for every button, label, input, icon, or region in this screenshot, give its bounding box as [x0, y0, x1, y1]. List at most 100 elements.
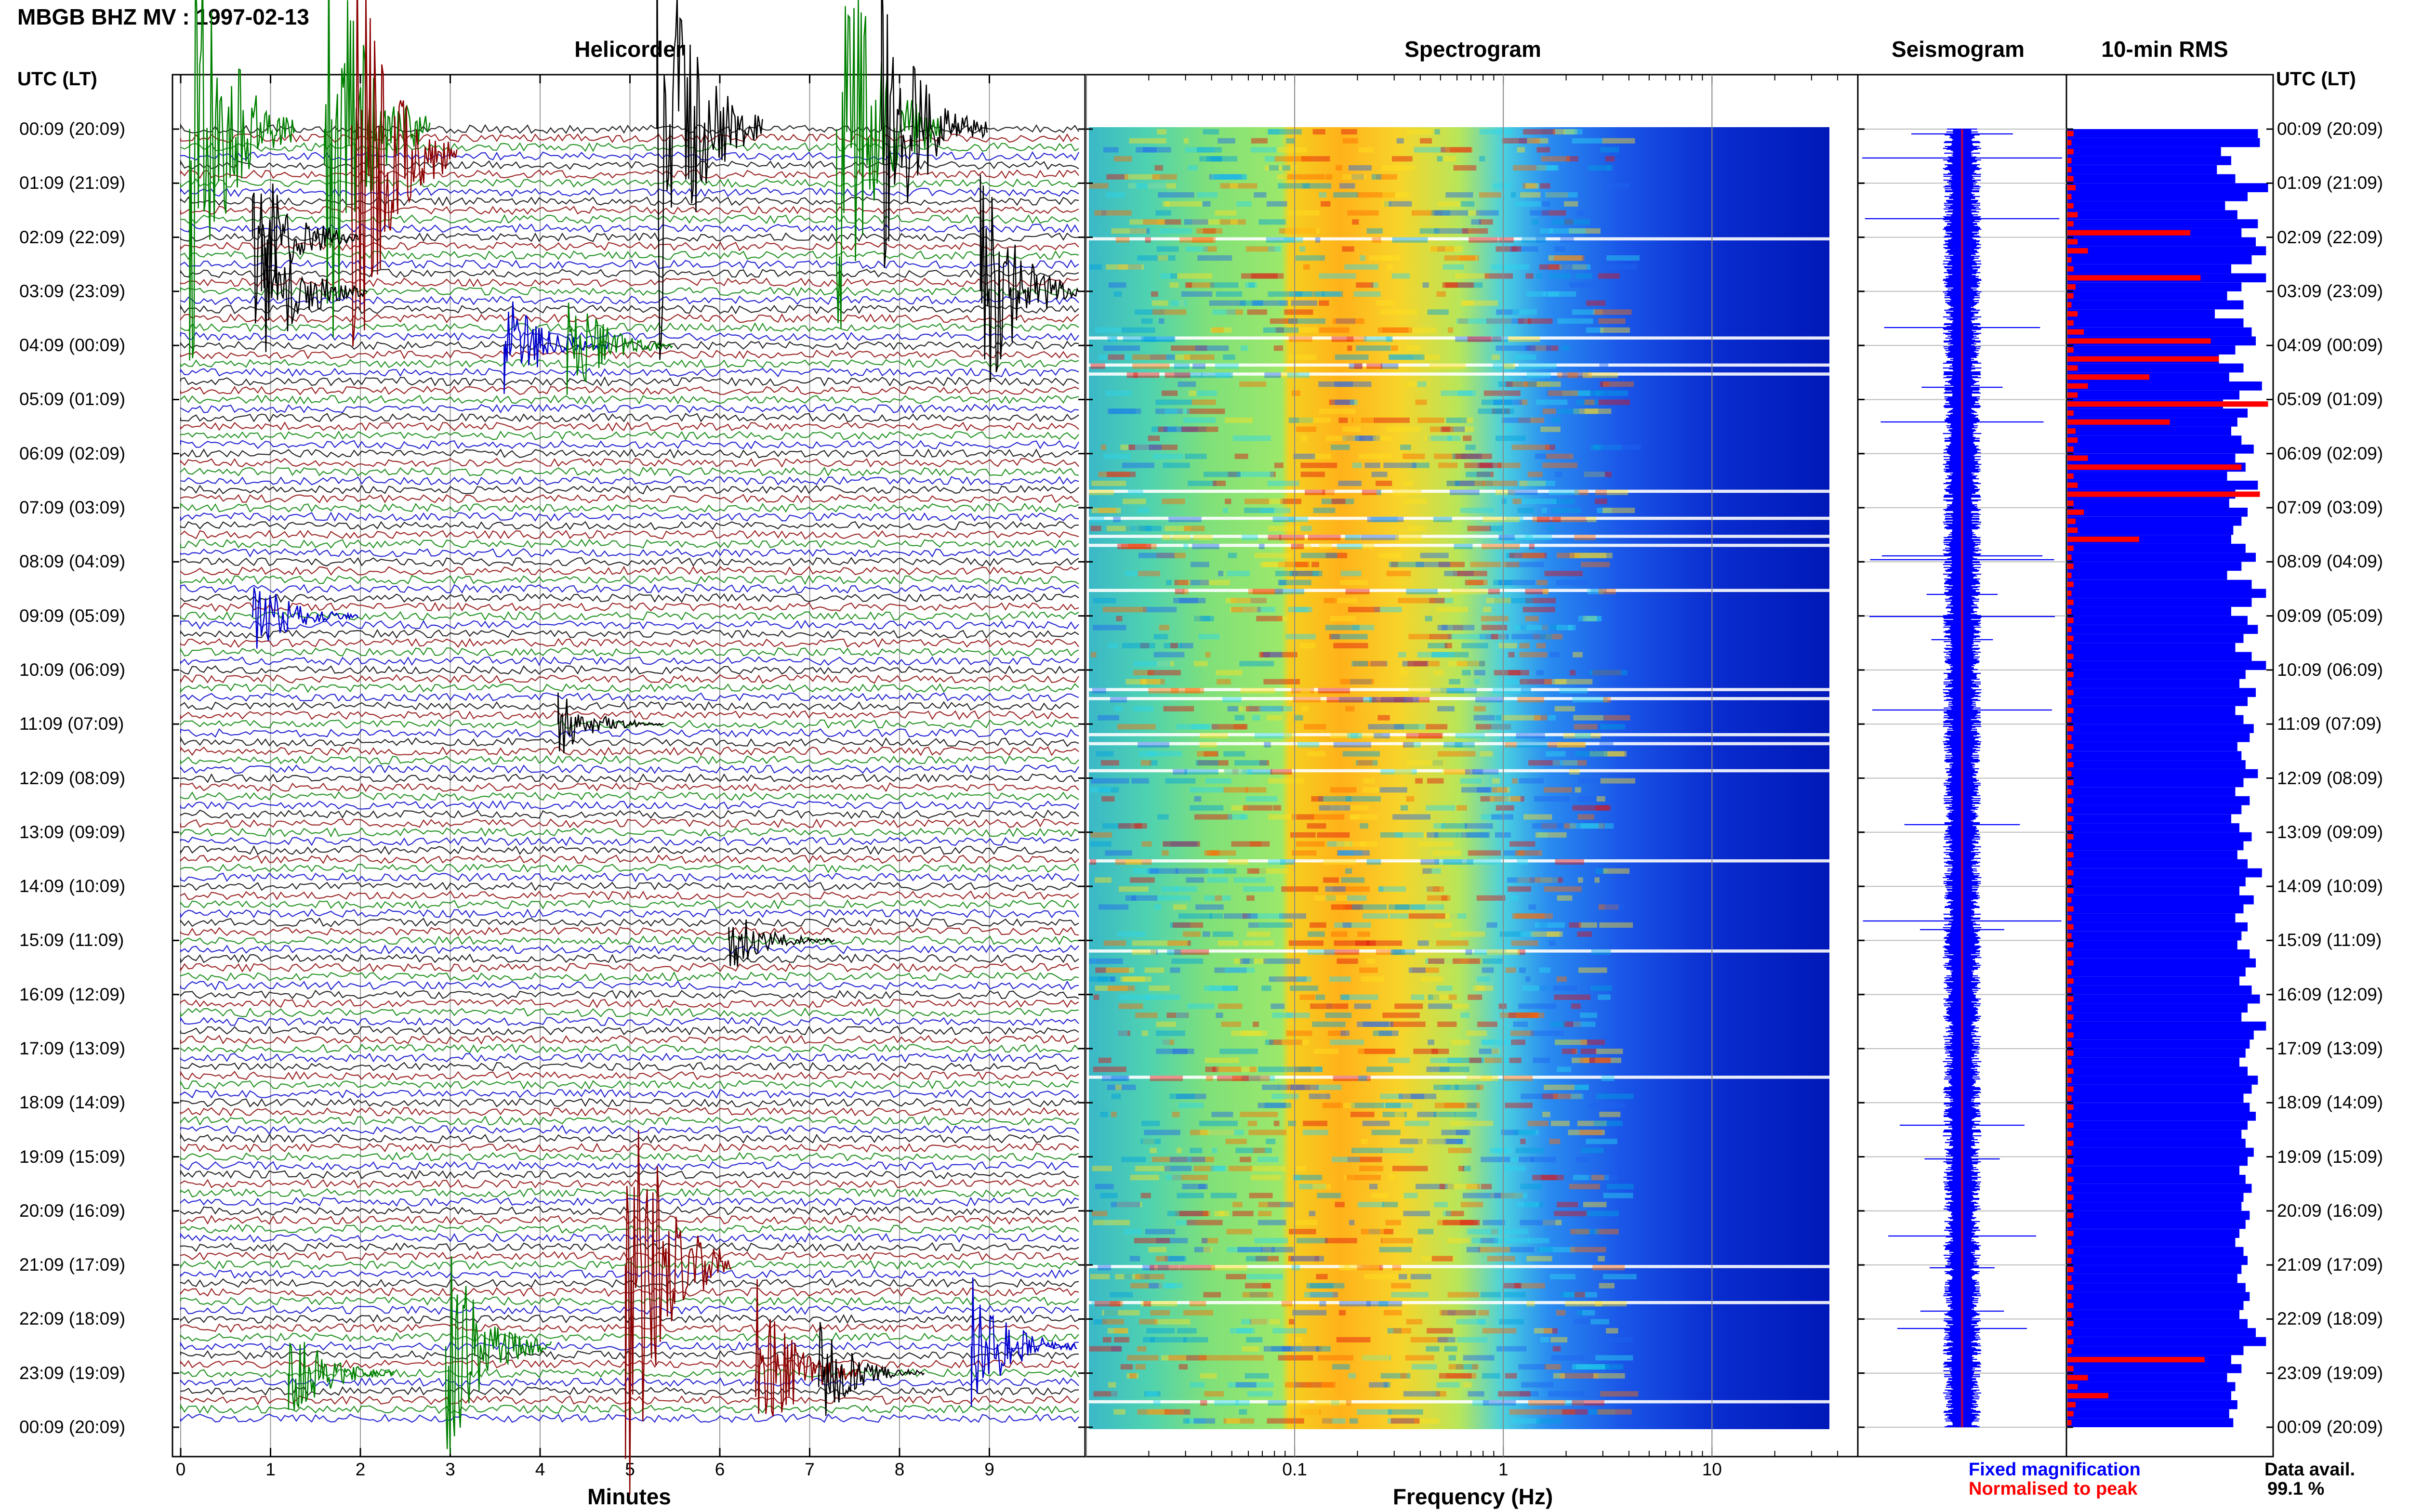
spectrogram-cell [1569, 922, 1581, 928]
rms-blue-bar [2067, 453, 2236, 463]
spectrogram-cell [1516, 1202, 1539, 1208]
spectrogram-cell [1398, 598, 1435, 604]
spectrogram-cell [1494, 1057, 1518, 1063]
spectrogram-cell [1593, 309, 1613, 315]
rms-red-bar [2067, 1266, 2074, 1273]
spectrogram-cell [1092, 1210, 1108, 1216]
rms-red-bar [2067, 347, 2074, 353]
spectrogram-cell [1363, 778, 1376, 784]
spectrogram-cell [1292, 562, 1310, 567]
spectrogram-cell [1309, 1210, 1316, 1216]
spectrogram-cell [1506, 679, 1527, 684]
spectrogram-cell [1337, 543, 1363, 550]
spectrogram-cell [1182, 1183, 1206, 1189]
spectrogram-background [1089, 127, 1829, 1429]
rms-red-bar [2067, 536, 2139, 542]
spectrogram-cell [1262, 1283, 1271, 1288]
spectrogram-cell [1436, 986, 1453, 991]
rms-blue-bar [2067, 606, 2231, 616]
rms-blue-bar [2067, 1049, 2246, 1058]
helicorder-trace [180, 638, 1079, 648]
spectrogram-cell [1478, 1247, 1510, 1252]
spectrogram-cell [1108, 986, 1135, 991]
rms-red-bar [2067, 239, 2078, 245]
spectrogram-cell [1457, 571, 1487, 577]
spectrogram-cell [1314, 1066, 1323, 1072]
spectrogram-cell [1186, 246, 1208, 252]
spectrogram-cell [1148, 1247, 1166, 1252]
spectrogram-cell [1395, 904, 1409, 910]
spectrogram-cell [1549, 1139, 1561, 1144]
spectrogram-cell [1496, 309, 1520, 315]
spectrogram-cell [1150, 354, 1175, 360]
spectrogram-cell [1432, 760, 1443, 766]
spectrogram-cell [1165, 372, 1191, 378]
rms-red-bar [2067, 717, 2072, 723]
spectrogram-cell [1580, 823, 1614, 829]
spectrogram-cell [1510, 1030, 1534, 1036]
spectrogram-cell [1515, 1147, 1545, 1153]
spectrogram-cell [1458, 1166, 1465, 1171]
spectrogram-cell [1251, 1382, 1274, 1388]
spectrogram-cell [1466, 1183, 1481, 1189]
helicorder-trace [180, 1062, 1079, 1071]
spectrogram-cell [1210, 1130, 1244, 1135]
spectrogram-cell [1417, 940, 1429, 946]
spectrogram-cell [1163, 462, 1190, 468]
spectrogram-cell [1190, 805, 1224, 811]
spectrogram-cell [1242, 535, 1258, 540]
spectrogram-cell [1135, 1274, 1165, 1279]
spectrogram-cell [1254, 733, 1292, 739]
spectrogram-cell [1289, 571, 1323, 577]
spectrogram-cell [1264, 1103, 1292, 1108]
rms-red-bar [2067, 1059, 2072, 1065]
spectrogram-cell [1542, 625, 1548, 631]
spectrogram-cell [1312, 814, 1345, 820]
spectrogram-cell [1204, 986, 1237, 991]
spectrogram-cell [1434, 228, 1468, 234]
spectrogram-cell [1251, 1319, 1280, 1325]
spectrogram-gap [1089, 372, 1829, 376]
spectrogram-cell [1160, 273, 1173, 279]
spectrogram-cell [1379, 309, 1418, 315]
spectrogram-cell [1090, 1274, 1110, 1279]
spectrogram-cell [1111, 1112, 1117, 1118]
rms-red-bar [2067, 825, 2072, 831]
spectrogram-cell [1532, 516, 1550, 522]
spectrogram-gap [1089, 336, 1829, 340]
spectrogram-cell [1184, 526, 1205, 531]
spectrogram-cell [1139, 679, 1155, 684]
rms-blue-bar [2067, 724, 2254, 733]
spectrogram-cell [1430, 1057, 1462, 1063]
spectrogram-cell [1426, 1066, 1450, 1072]
rms-blue-bar [2067, 1157, 2248, 1166]
spectrogram-cell [1214, 174, 1246, 180]
spectrogram-cell [1374, 733, 1390, 739]
spectrogram-cell [1249, 1193, 1273, 1198]
helicorder-trace [180, 1161, 1079, 1171]
spectrogram-cell [1191, 724, 1218, 730]
spectrogram-cell [1405, 1355, 1434, 1361]
spectrogram-cell [1178, 1103, 1204, 1108]
spectrogram-gap [1089, 697, 1829, 700]
rms-red-bar [2067, 374, 2149, 380]
spectrogram-cell [1470, 562, 1501, 567]
spectrogram-cell [1164, 643, 1182, 648]
rms-blue-bar [2067, 435, 2242, 445]
rms-blue-bar [2067, 778, 2244, 788]
spectrogram-cell [1520, 679, 1552, 684]
spectrogram-cell [1468, 994, 1482, 1000]
rms-red-bar [2067, 1212, 2074, 1218]
spectrogram-cell [1390, 1418, 1420, 1424]
spectrogram-cell [1171, 688, 1204, 694]
spectrogram-cell [1539, 922, 1548, 928]
spectrogram-cell [1331, 445, 1350, 450]
spectrogram-cell [1424, 435, 1431, 441]
spectrogram-cell [1366, 363, 1382, 369]
spectrogram-cell [1175, 1210, 1210, 1216]
spectrogram-cell [1544, 886, 1582, 892]
helicorder-trace [180, 782, 1079, 792]
spectrogram-cell [1126, 372, 1138, 378]
helicorder-trace [180, 1350, 1079, 1360]
spectrogram-cell [1416, 1183, 1454, 1189]
